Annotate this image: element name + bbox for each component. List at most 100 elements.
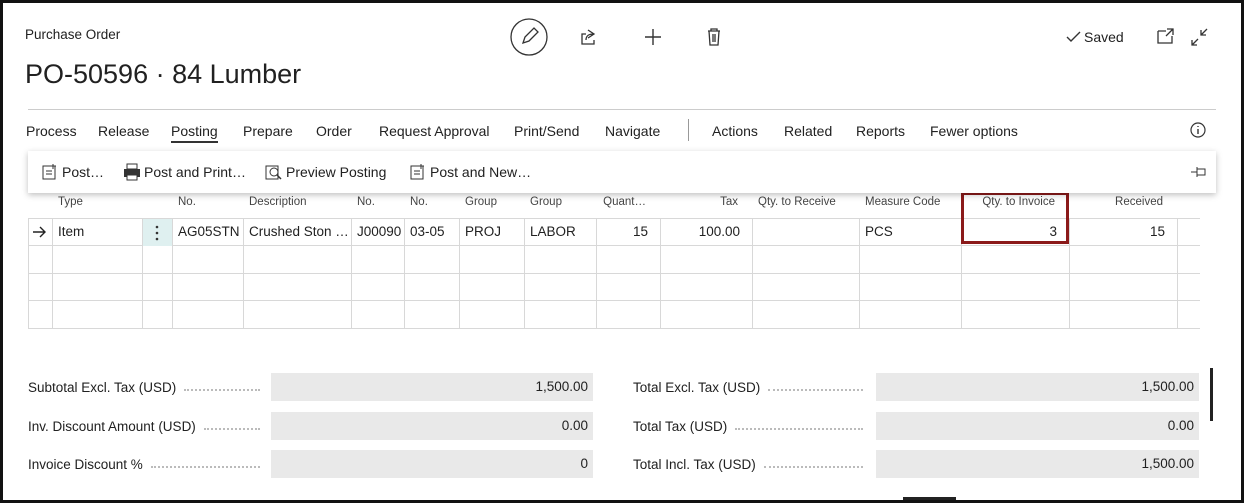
table-cell[interactable]: J00090 (357, 224, 402, 239)
total-value: 0 (271, 450, 593, 478)
column-border (172, 218, 173, 329)
table-row (28, 301, 1200, 329)
column-header: No. (410, 196, 428, 208)
total-value: 0.00 (271, 412, 593, 440)
menu-item[interactable]: Related (784, 123, 833, 139)
total-row: Subtotal Excl. Tax (USD) (28, 373, 268, 401)
column-border (404, 218, 405, 329)
scrollbar-h (903, 497, 956, 500)
table-cell[interactable]: 03-05 (410, 224, 445, 239)
column-header: Tax (720, 196, 738, 208)
total-row: Total Tax (USD) (633, 412, 871, 440)
window-icons[interactable] (1155, 25, 1215, 49)
menu-item[interactable]: Reports (856, 123, 906, 139)
total-value: 1,500.00 (271, 373, 593, 401)
row-arrow (33, 226, 46, 238)
submenu-item[interactable]: Post… (62, 164, 105, 180)
column-border (752, 218, 753, 329)
column-border (524, 218, 525, 329)
column-border (142, 218, 143, 329)
total-label: Invoice Discount % (28, 456, 143, 472)
total-value: 0.00 (876, 412, 1199, 440)
column-header: Group (465, 196, 497, 208)
saved-check (1066, 31, 1081, 42)
table-cell[interactable]: 15 (1149, 224, 1165, 239)
total-label: Total Excl. Tax (USD) (633, 379, 761, 395)
save-status: Saved (1084, 29, 1124, 45)
total-row: Total Incl. Tax (USD) (633, 450, 871, 478)
column-border (52, 218, 53, 329)
table-cell[interactable]: PCS (865, 224, 893, 239)
table-row (28, 218, 1200, 246)
table-cell[interactable]: 100.00 (698, 224, 740, 239)
column-border (1177, 218, 1178, 329)
total-value: 1,500.00 (876, 450, 1199, 478)
leader (768, 389, 863, 391)
toolbar-icons[interactable] (508, 16, 728, 58)
menu-item[interactable]: Actions (712, 123, 758, 139)
column-border (859, 218, 860, 329)
column-header: Description (249, 196, 307, 208)
divider (28, 109, 1216, 110)
column-header: No. (178, 196, 196, 208)
leader (203, 428, 260, 430)
table-cell[interactable]: PROJ (465, 224, 502, 239)
column-header: Group (530, 196, 562, 208)
total-label: Total Tax (USD) (633, 418, 728, 434)
column-header: Qty. to Receive (758, 196, 836, 208)
column-header: Type (58, 196, 83, 208)
leader (735, 428, 863, 430)
menu-item[interactable]: Navigate (605, 123, 661, 139)
row-menu[interactable] (154, 225, 160, 241)
table-cell[interactable]: LABOR (530, 224, 576, 239)
submenu-item[interactable]: Preview Posting (286, 164, 387, 180)
total-label: Subtotal Excl. Tax (USD) (28, 379, 177, 395)
menu-item[interactable]: Request Approval (379, 123, 490, 139)
table-cell[interactable]: Item (58, 224, 85, 239)
total-label: Total Incl. Tax (USD) (633, 456, 756, 472)
total-row: Invoice Discount % (28, 450, 268, 478)
menu-item[interactable]: Fewer options (930, 123, 1018, 139)
sub-icon (124, 163, 140, 181)
breadcrumb: Purchase Order (25, 27, 121, 42)
sub-icon (410, 164, 424, 180)
column-border (596, 218, 597, 329)
scrollbar (1210, 368, 1213, 421)
menu-item[interactable]: Process (26, 123, 77, 139)
column-border (243, 218, 244, 329)
menu-item[interactable]: Order (316, 123, 352, 139)
table-cell[interactable]: AG05STN (178, 224, 240, 239)
page-title: PO-50596 · 84 Lumber (25, 59, 302, 89)
column-border (660, 218, 661, 329)
column-border (961, 218, 962, 329)
menu-separator (688, 119, 689, 141)
total-row: Inv. Discount Amount (USD) (28, 412, 268, 440)
column-header: Qty. to Invoice (982, 196, 1055, 208)
column-header: No. (357, 196, 375, 208)
column-header: Measure Code (865, 196, 941, 208)
table-cell[interactable]: 3 (1049, 224, 1057, 239)
submenu-item[interactable]: Post and New… (430, 164, 532, 180)
submenu-item[interactable]: Post and Print… (144, 164, 246, 180)
highlight-box (961, 192, 1069, 244)
total-label: Inv. Discount Amount (USD) (28, 418, 196, 434)
column-border (459, 218, 460, 329)
pin-icon[interactable] (1190, 165, 1208, 179)
info-icon[interactable] (1189, 121, 1207, 139)
sub-icon (265, 165, 282, 180)
menu-item[interactable]: Release (98, 123, 150, 139)
table-row (28, 273, 1200, 301)
menu-item[interactable]: Posting (171, 123, 218, 143)
leader (184, 389, 260, 391)
table-cell[interactable]: Crushed Ston … (249, 224, 349, 239)
column-border (28, 218, 29, 329)
column-header: Received (1115, 196, 1163, 208)
table-row (28, 246, 1200, 274)
column-border (351, 218, 352, 329)
menu-item[interactable]: Print/Send (514, 123, 580, 139)
total-value: 1,500.00 (876, 373, 1199, 401)
table-cell[interactable]: 15 (632, 224, 648, 239)
menu-item[interactable]: Prepare (243, 123, 293, 139)
leader (150, 466, 260, 468)
